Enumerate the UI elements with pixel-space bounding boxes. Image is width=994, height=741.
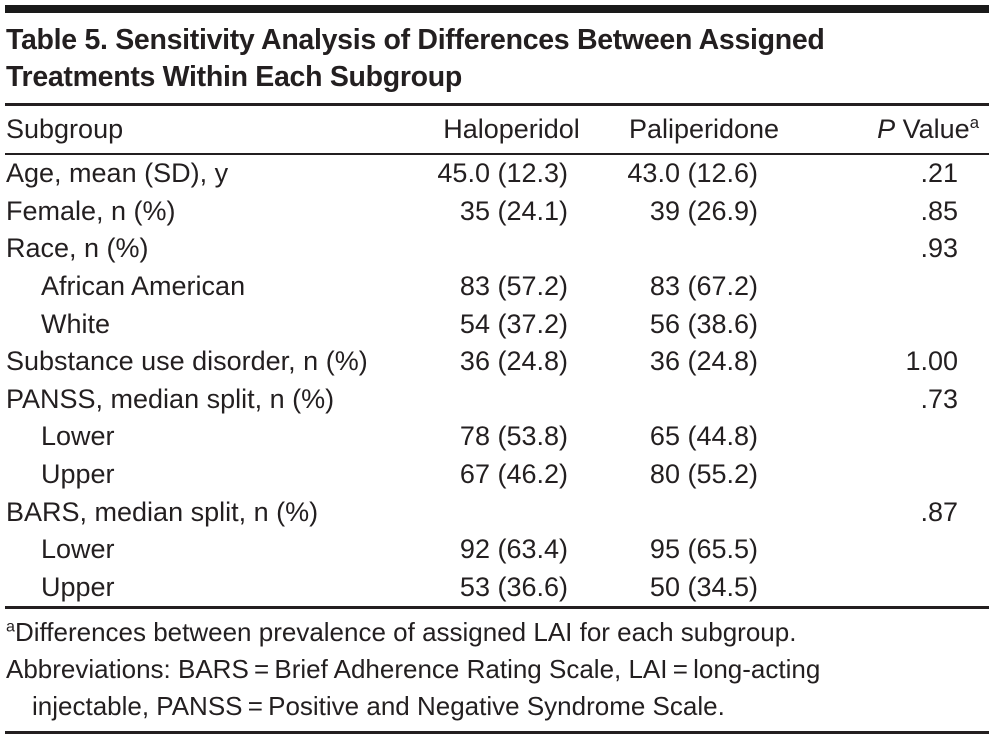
pvalue-footnote-marker: a: [969, 113, 979, 132]
haloperidol-value: 53 (36.6): [459, 571, 568, 602]
p-value: [800, 418, 989, 456]
row-label: Upper: [41, 459, 115, 490]
col-header-paliperidone: Paliperidone: [608, 106, 800, 155]
abbreviations-line2: injectable, PANSS = Positive and Negativ…: [32, 691, 725, 722]
paliperidone-value: [608, 381, 800, 419]
paliperidone-value: 95 (65.5): [649, 534, 758, 565]
haloperidol-value: [415, 381, 608, 419]
table-row: Age, mean (SD), y 45.0 (12.3) 43.0 (12.6…: [5, 154, 989, 193]
abbreviations-line1: Abbreviations: BARS = Brief Adherence Ra…: [6, 654, 821, 685]
haloperidol-value: 83 (57.2): [459, 271, 568, 302]
footnote-a-marker: a: [6, 617, 15, 636]
table-row: Lower 92 (63.4) 95 (65.5): [5, 531, 989, 569]
p-value: 1.00: [905, 346, 958, 377]
table-row: Race, n (%) .93: [5, 230, 989, 268]
table-title-line2: Treatments Within Each Subgroup: [6, 61, 462, 93]
haloperidol-value: 78 (53.8): [459, 421, 568, 452]
table-row: Substance use disorder, n (%) 36 (24.8) …: [5, 343, 989, 381]
paliperidone-value: 80 (55.2): [649, 459, 758, 490]
table-row: BARS, median split, n (%) .87: [5, 493, 989, 531]
p-value: .93: [920, 233, 958, 264]
row-label: PANSS, median split, n (%): [6, 383, 335, 414]
paliperidone-value: 65 (44.8): [649, 421, 758, 452]
paliperidone-value: 43.0 (12.6): [627, 158, 758, 189]
row-label: BARS, median split, n (%): [6, 496, 319, 527]
table-row: Lower 78 (53.8) 65 (44.8): [5, 418, 989, 456]
row-label: Upper: [41, 571, 115, 602]
table-row: African American 83 (57.2) 83 (67.2): [5, 268, 989, 306]
p-value: [800, 305, 989, 343]
haloperidol-value: 92 (63.4): [459, 534, 568, 565]
pvalue-italic-p: P: [877, 114, 896, 144]
paliperidone-value: [608, 493, 800, 531]
col-header-subgroup: Subgroup: [5, 106, 415, 155]
paliperidone-value: 36 (24.8): [649, 346, 758, 377]
data-table: Subgroup Haloperidol Paliperidone P Valu…: [5, 106, 989, 606]
row-label: Age, mean (SD), y: [6, 158, 229, 189]
row-label: Lower: [41, 534, 115, 565]
p-value: [800, 456, 989, 494]
haloperidol-value: 36 (24.8): [459, 346, 568, 377]
paliperidone-value: [608, 230, 800, 268]
col-header-haloperidol: Haloperidol: [415, 106, 608, 155]
col-header-pvalue: P Valuea: [800, 106, 989, 155]
footnote-a-text: Differences between prevalence of assign…: [14, 617, 797, 648]
table-footnotes: aDifferences between prevalence of assig…: [5, 606, 989, 729]
table-row: Upper 53 (36.6) 50 (34.5): [5, 569, 989, 607]
row-label: African American: [41, 271, 246, 302]
pvalue-rest: Value: [895, 114, 970, 144]
p-value: .87: [920, 496, 958, 527]
paliperidone-value: 50 (34.5): [649, 571, 758, 602]
paliperidone-value: 56 (38.6): [649, 308, 758, 339]
row-label: Female, n (%): [6, 195, 176, 226]
top-rule: [5, 5, 989, 13]
haloperidol-value: 45.0 (12.3): [437, 158, 568, 189]
row-label: Substance use disorder, n (%): [6, 346, 368, 377]
table-row: Upper 67 (46.2) 80 (55.2): [5, 456, 989, 494]
row-label: Lower: [41, 421, 115, 452]
paliperidone-value: 83 (67.2): [649, 271, 758, 302]
haloperidol-value: 35 (24.1): [459, 195, 568, 226]
footnote-a: aDifferences between prevalence of assig…: [6, 614, 989, 651]
p-value: [800, 268, 989, 306]
row-label: Race, n (%): [6, 233, 149, 264]
haloperidol-value: 54 (37.2): [459, 308, 568, 339]
header-row: Subgroup Haloperidol Paliperidone P Valu…: [5, 106, 989, 155]
p-value: .21: [920, 158, 958, 189]
p-value: .85: [920, 195, 958, 226]
haloperidol-value: 67 (46.2): [459, 459, 568, 490]
p-value: [800, 531, 989, 569]
table-title: Table 5. Sensitivity Analysis of Differe…: [5, 13, 989, 106]
p-value: .73: [920, 383, 958, 414]
table-row: PANSS, median split, n (%) .73: [5, 381, 989, 419]
haloperidol-value: [415, 493, 608, 531]
table-row: Female, n (%) 35 (24.1) 39 (26.9) .85: [5, 193, 989, 231]
table-row: White 54 (37.2) 56 (38.6): [5, 305, 989, 343]
row-label: White: [41, 308, 111, 339]
p-value: [800, 569, 989, 607]
haloperidol-value: [415, 230, 608, 268]
table-title-line1: Table 5. Sensitivity Analysis of Differe…: [6, 24, 825, 56]
bottom-rule: [5, 731, 989, 735]
paliperidone-value: 39 (26.9): [649, 195, 758, 226]
